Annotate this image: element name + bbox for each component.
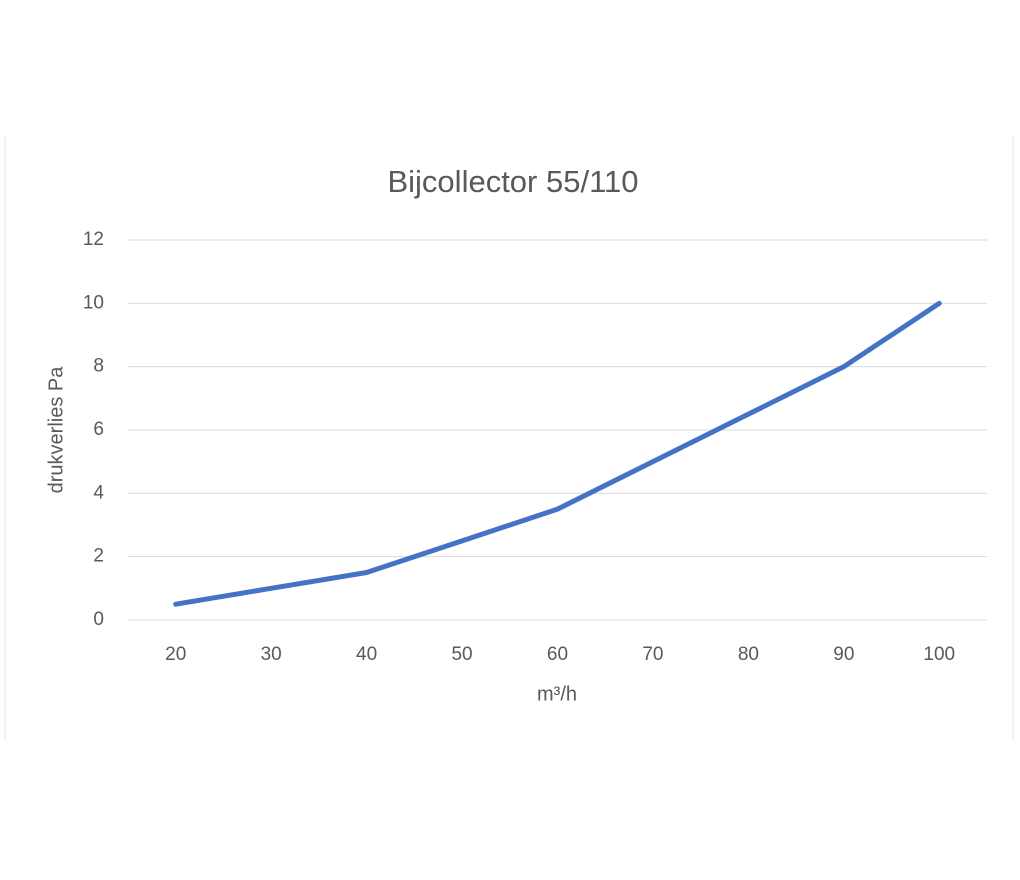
x-tick-label: 90 xyxy=(833,644,854,665)
x-tick-label: 20 xyxy=(165,644,186,665)
y-tick-label: 4 xyxy=(93,482,104,503)
x-tick-label: 70 xyxy=(642,644,663,665)
y-axis-label: drukverlies Pa xyxy=(45,366,67,494)
x-tick-label: 100 xyxy=(923,644,955,665)
x-axis-label: m³/h xyxy=(537,683,577,705)
x-tick-label: 50 xyxy=(451,644,472,665)
x-tick-label: 40 xyxy=(356,644,377,665)
y-tick-label: 0 xyxy=(93,609,104,630)
x-tick-label: 60 xyxy=(547,644,568,665)
chart-title: Bijcollector 55/110 xyxy=(387,164,638,199)
y-tick-label: 8 xyxy=(93,356,104,377)
y-tick-label: 12 xyxy=(83,229,104,250)
y-tick-label: 2 xyxy=(93,546,104,567)
y-tick-label: 6 xyxy=(93,419,104,440)
y-tick-label: 10 xyxy=(83,292,104,313)
x-tick-label: 80 xyxy=(738,644,759,665)
x-tick-label: 30 xyxy=(261,644,282,665)
data-line xyxy=(173,300,942,607)
